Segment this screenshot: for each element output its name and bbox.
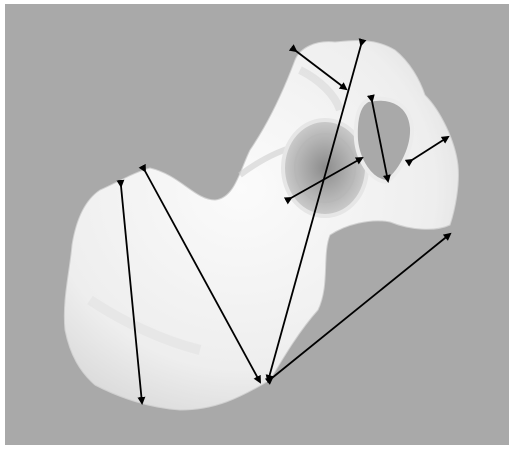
bone-shape: [63, 39, 459, 411]
arrow-4: [288, 44, 348, 91]
measurement-arrows: [116, 38, 452, 405]
arrow-7: [404, 135, 450, 167]
arrow-8: [264, 232, 452, 385]
arrow-2: [138, 163, 261, 384]
bone-illustration: [63, 38, 459, 411]
arrow-6: [283, 157, 364, 205]
arrow-1: [116, 179, 146, 405]
photo: [5, 4, 509, 445]
arrow-5: [366, 94, 391, 183]
